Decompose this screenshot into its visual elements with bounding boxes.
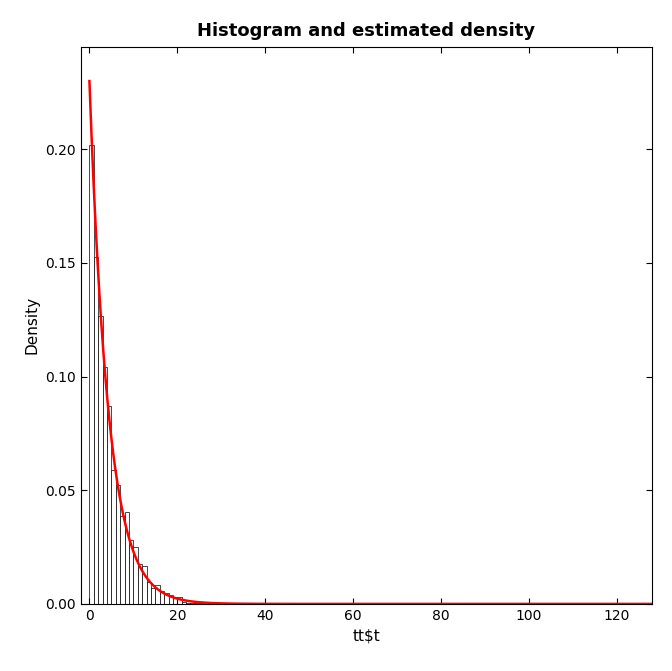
Bar (129, 540, 133, 604)
Title: Histogram and estimated density: Histogram and estimated density (197, 22, 536, 40)
Bar (151, 588, 155, 604)
Bar (200, 603, 204, 604)
Bar (142, 566, 146, 604)
Bar (164, 592, 169, 604)
Bar (94, 257, 98, 604)
Bar (146, 582, 151, 604)
X-axis label: tt$t: tt$t (352, 628, 380, 643)
Bar (186, 603, 190, 604)
Bar (155, 584, 160, 604)
Bar (103, 368, 107, 604)
Bar (173, 597, 177, 604)
Bar (195, 603, 200, 604)
Y-axis label: Density: Density (24, 297, 40, 354)
Bar (169, 595, 173, 604)
Bar (181, 602, 186, 604)
Bar (212, 602, 217, 604)
Bar (124, 512, 129, 604)
Bar (116, 484, 120, 604)
Bar (190, 603, 195, 604)
Bar (107, 406, 112, 604)
Bar (177, 597, 181, 604)
Bar (204, 602, 208, 604)
Bar (160, 591, 164, 604)
Bar (112, 470, 116, 604)
Bar (120, 517, 124, 604)
Bar (89, 145, 94, 604)
Bar (133, 547, 138, 604)
Bar (98, 316, 103, 604)
Bar (138, 564, 142, 604)
